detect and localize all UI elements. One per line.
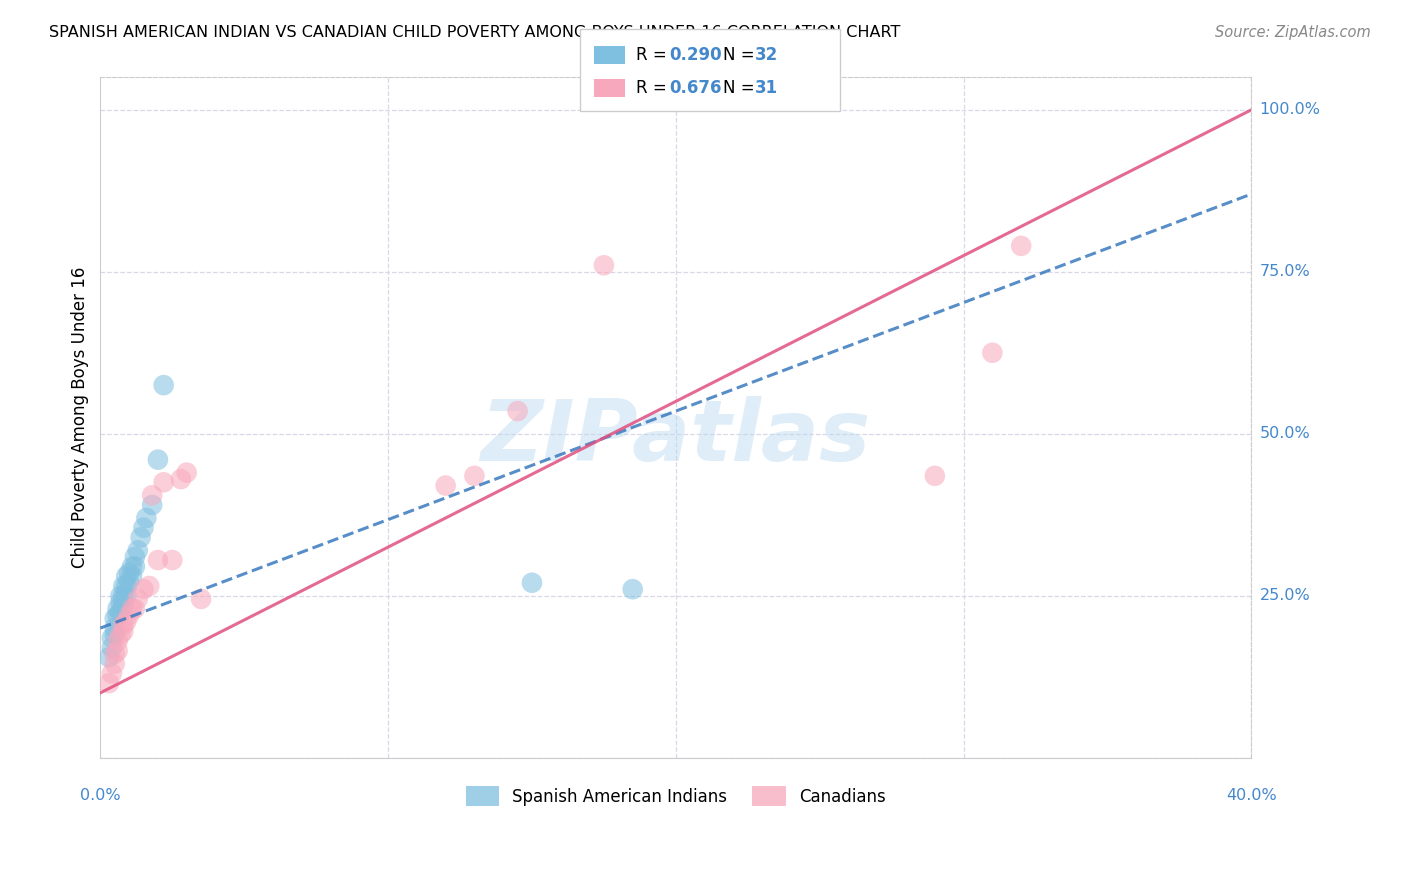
Point: [112, 599, 135, 613]
Point: [190, 591, 212, 606]
Point: [107, 634, 129, 648]
Point: [110, 589, 132, 603]
Text: R =: R =: [636, 46, 672, 64]
Point: [124, 601, 146, 615]
Point: [520, 575, 543, 590]
Point: [129, 530, 152, 544]
Text: ZIPatlas: ZIPatlas: [481, 396, 870, 479]
Point: [135, 511, 157, 525]
Point: [104, 647, 127, 661]
Text: 100.0%: 100.0%: [1260, 103, 1320, 118]
Text: 0.676: 0.676: [669, 79, 723, 97]
Point: [101, 631, 124, 645]
Text: 50.0%: 50.0%: [1260, 426, 1310, 442]
Text: 40.0%: 40.0%: [1226, 789, 1277, 803]
Point: [118, 575, 141, 590]
Point: [121, 559, 143, 574]
Point: [115, 589, 138, 603]
Text: Source: ZipAtlas.com: Source: ZipAtlas.com: [1215, 25, 1371, 40]
Point: [101, 666, 124, 681]
Point: [112, 579, 135, 593]
Point: [132, 582, 155, 597]
Point: [132, 521, 155, 535]
Point: [112, 617, 135, 632]
Point: [138, 579, 160, 593]
Point: [107, 601, 129, 615]
Point: [463, 468, 485, 483]
Point: [152, 475, 174, 490]
Text: 0.0%: 0.0%: [80, 789, 121, 803]
Point: [104, 611, 127, 625]
Text: N =: N =: [723, 79, 759, 97]
Point: [104, 621, 127, 635]
Text: 25.0%: 25.0%: [1260, 588, 1310, 603]
Point: [981, 345, 1004, 359]
Point: [101, 640, 124, 655]
Point: [110, 605, 132, 619]
Point: [115, 569, 138, 583]
Point: [112, 624, 135, 639]
Point: [1010, 239, 1032, 253]
Point: [115, 579, 138, 593]
Point: [162, 553, 184, 567]
Point: [146, 452, 169, 467]
Text: 0.290: 0.290: [669, 46, 723, 64]
Text: N =: N =: [723, 46, 759, 64]
Text: R =: R =: [636, 79, 672, 97]
Point: [506, 404, 529, 418]
Point: [152, 378, 174, 392]
Point: [593, 258, 616, 272]
Point: [107, 608, 129, 623]
Point: [118, 608, 141, 623]
Point: [146, 553, 169, 567]
Point: [118, 566, 141, 580]
Point: [141, 498, 163, 512]
Y-axis label: Child Poverty Among Boys Under 16: Child Poverty Among Boys Under 16: [72, 267, 89, 568]
Point: [141, 488, 163, 502]
Point: [107, 644, 129, 658]
Point: [121, 601, 143, 615]
Point: [112, 589, 135, 603]
Point: [170, 472, 193, 486]
Point: [98, 676, 121, 690]
Legend: Spanish American Indians, Canadians: Spanish American Indians, Canadians: [457, 778, 894, 814]
Point: [124, 549, 146, 564]
Point: [104, 657, 127, 671]
Point: [127, 591, 149, 606]
Point: [121, 569, 143, 583]
Point: [176, 466, 198, 480]
Point: [115, 615, 138, 629]
Text: SPANISH AMERICAN INDIAN VS CANADIAN CHILD POVERTY AMONG BOYS UNDER 16 CORRELATIO: SPANISH AMERICAN INDIAN VS CANADIAN CHIL…: [49, 25, 901, 40]
Point: [110, 595, 132, 609]
Point: [621, 582, 644, 597]
Text: 75.0%: 75.0%: [1260, 264, 1310, 279]
Point: [434, 478, 457, 492]
Point: [98, 650, 121, 665]
Point: [127, 543, 149, 558]
Text: 32: 32: [755, 46, 779, 64]
Point: [924, 468, 946, 483]
Point: [110, 627, 132, 641]
Point: [104, 627, 127, 641]
Point: [124, 559, 146, 574]
Text: 31: 31: [755, 79, 779, 97]
